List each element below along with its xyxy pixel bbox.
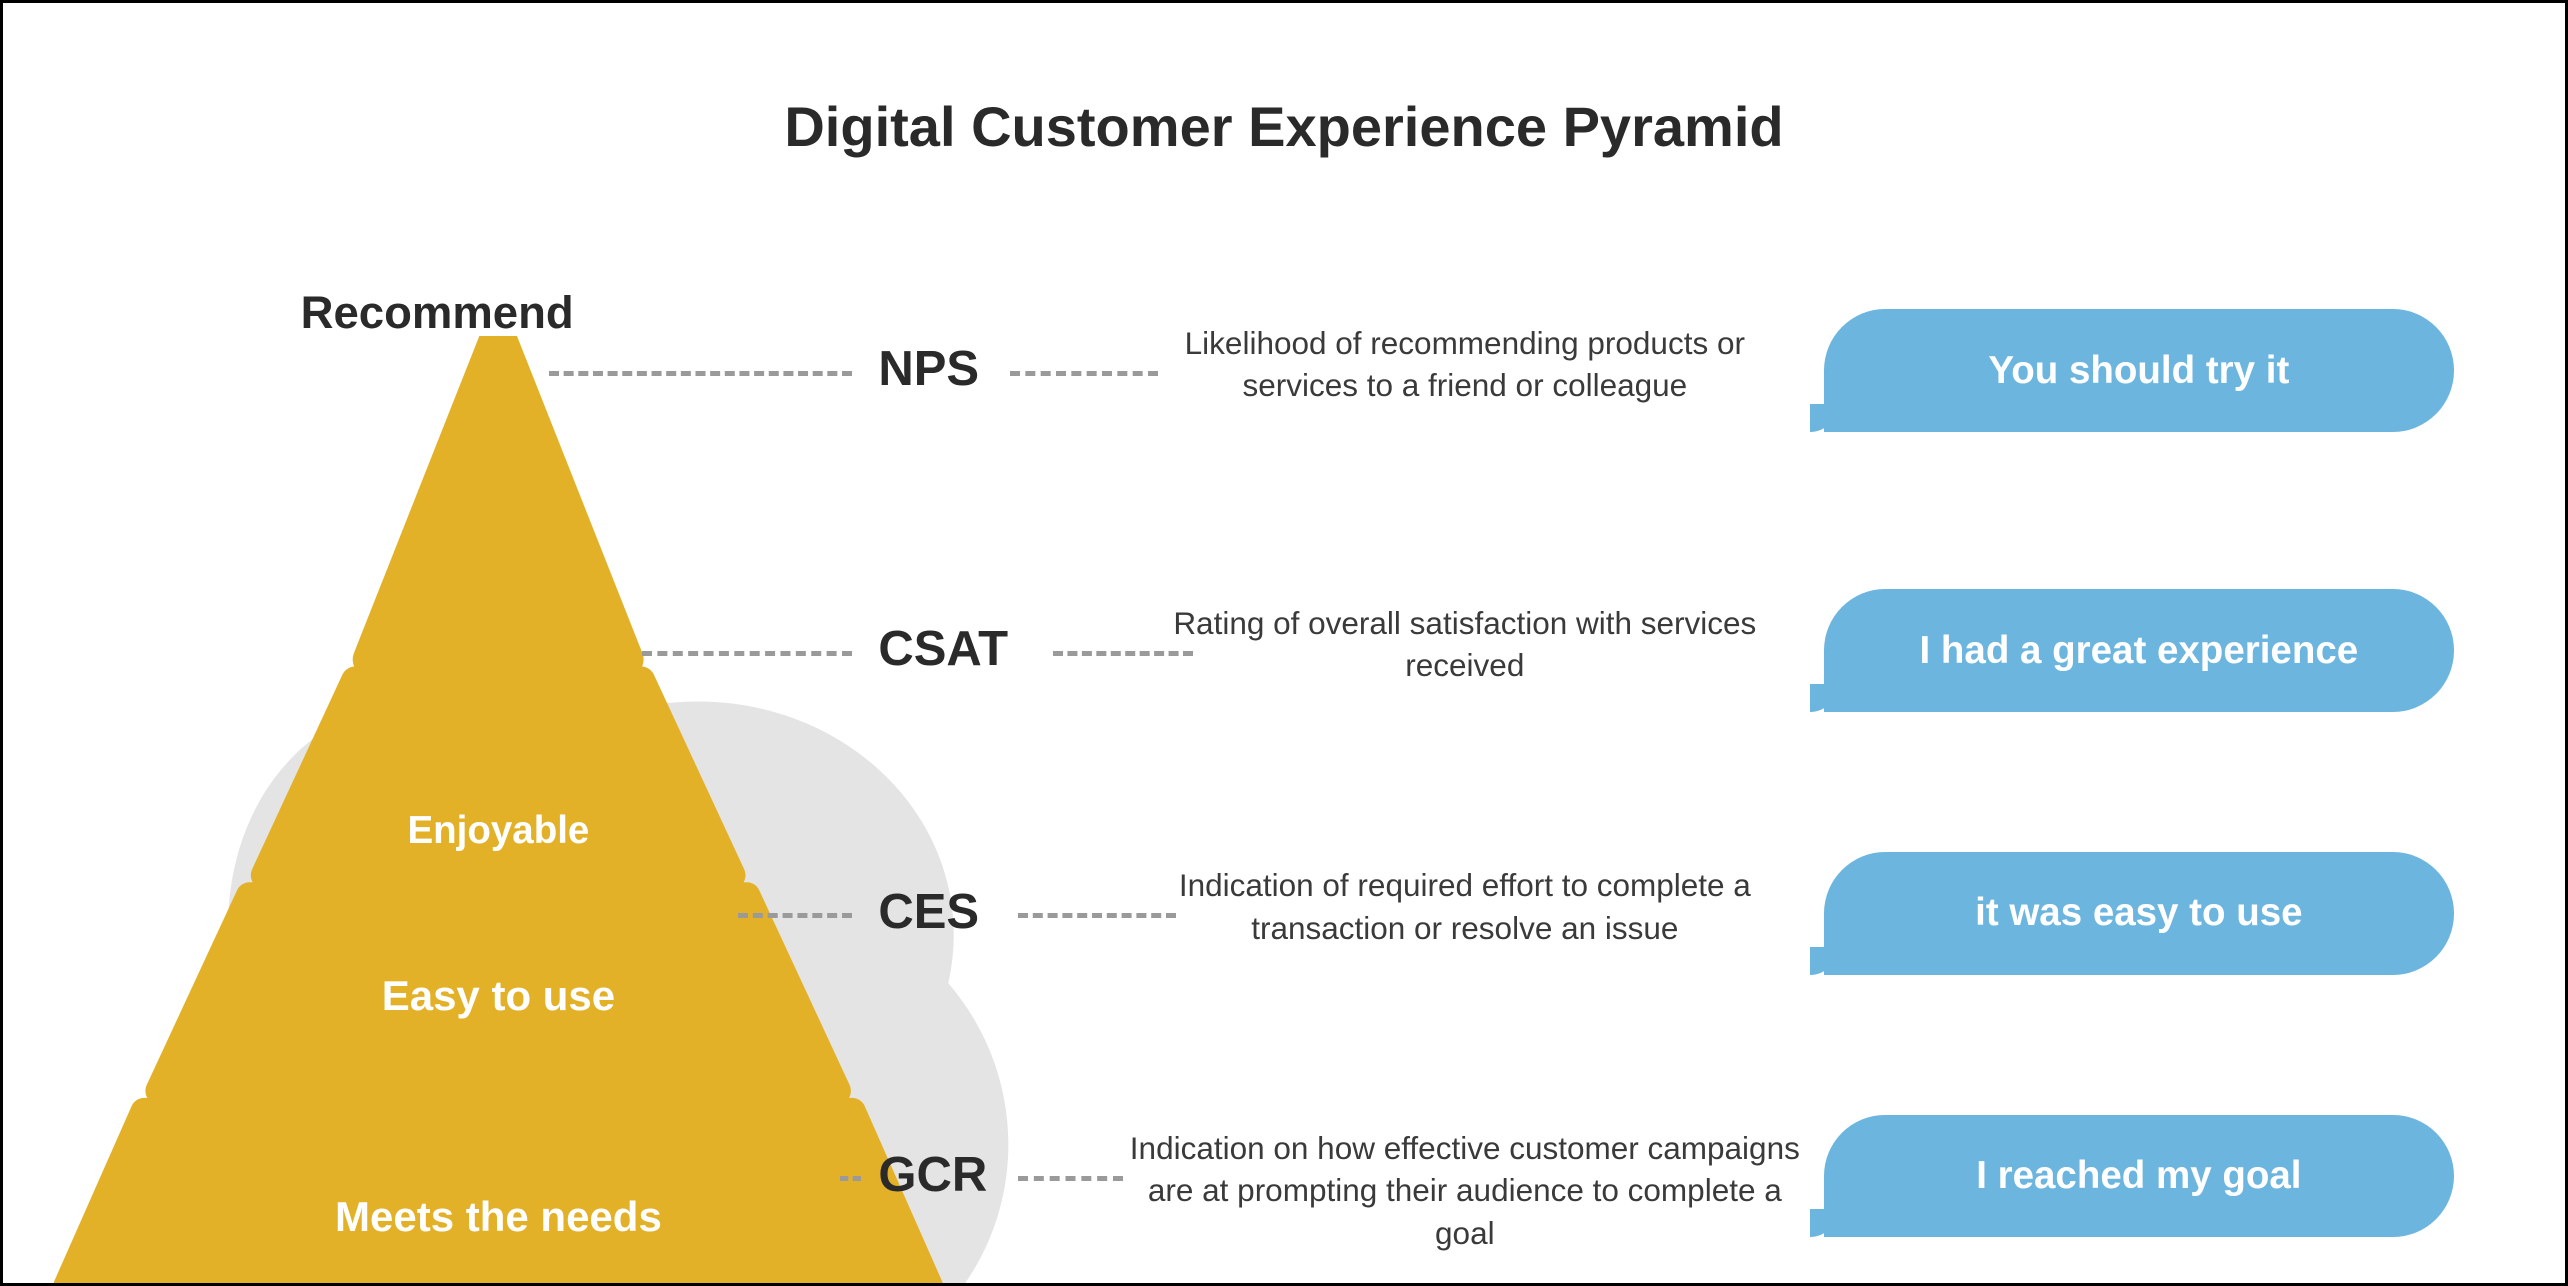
metric-csat: CSAT <box>878 621 1008 677</box>
pyramid-tier-label-3: Meets the needs <box>271 1193 726 1241</box>
bubble-ces-text: it was easy to use <box>1975 891 2302 935</box>
bubble-csat-text: I had a great experience <box>1920 629 2359 673</box>
dash-row0-b <box>1010 371 1159 376</box>
dash-row2-b <box>1018 913 1176 918</box>
bubble-nps-text: You should try it <box>1988 349 2289 393</box>
bubble-nps: You should try it <box>1824 309 2454 432</box>
diagram-title: Digital Customer Experience Pyramid <box>3 94 2565 159</box>
pyramid-tier-label-2: Easy to use <box>271 972 726 1020</box>
dash-row0-a <box>549 371 852 376</box>
desc-gcr: Indication on how effective customer cam… <box>1123 1127 1806 1255</box>
desc-csat: Rating of overall satisfaction with serv… <box>1158 602 1771 687</box>
bubble-ces: it was easy to use <box>1824 852 2454 975</box>
recommend-label: Recommend <box>301 287 574 339</box>
diagram-frame: Digital Customer Experience Pyramid Reco… <box>0 0 2568 1286</box>
metric-nps: NPS <box>878 341 979 397</box>
bubble-gcr-text: I reached my goal <box>1976 1154 2301 1198</box>
metric-ces: CES <box>878 884 979 940</box>
bubble-csat: I had a great experience <box>1824 589 2454 712</box>
desc-nps: Likelihood of recommending products or s… <box>1158 322 1771 407</box>
desc-ces: Indication of required effort to complet… <box>1158 864 1771 949</box>
dash-row3-b <box>1018 1176 1123 1181</box>
dash-row2-a <box>738 913 852 918</box>
pyramid-tier-label-1: Enjoyable <box>271 809 726 853</box>
dash-row1-a <box>642 651 852 656</box>
dash-row3-a <box>840 1176 861 1181</box>
bubble-gcr: I reached my goal <box>1824 1115 2454 1238</box>
metric-gcr: GCR <box>878 1147 987 1203</box>
